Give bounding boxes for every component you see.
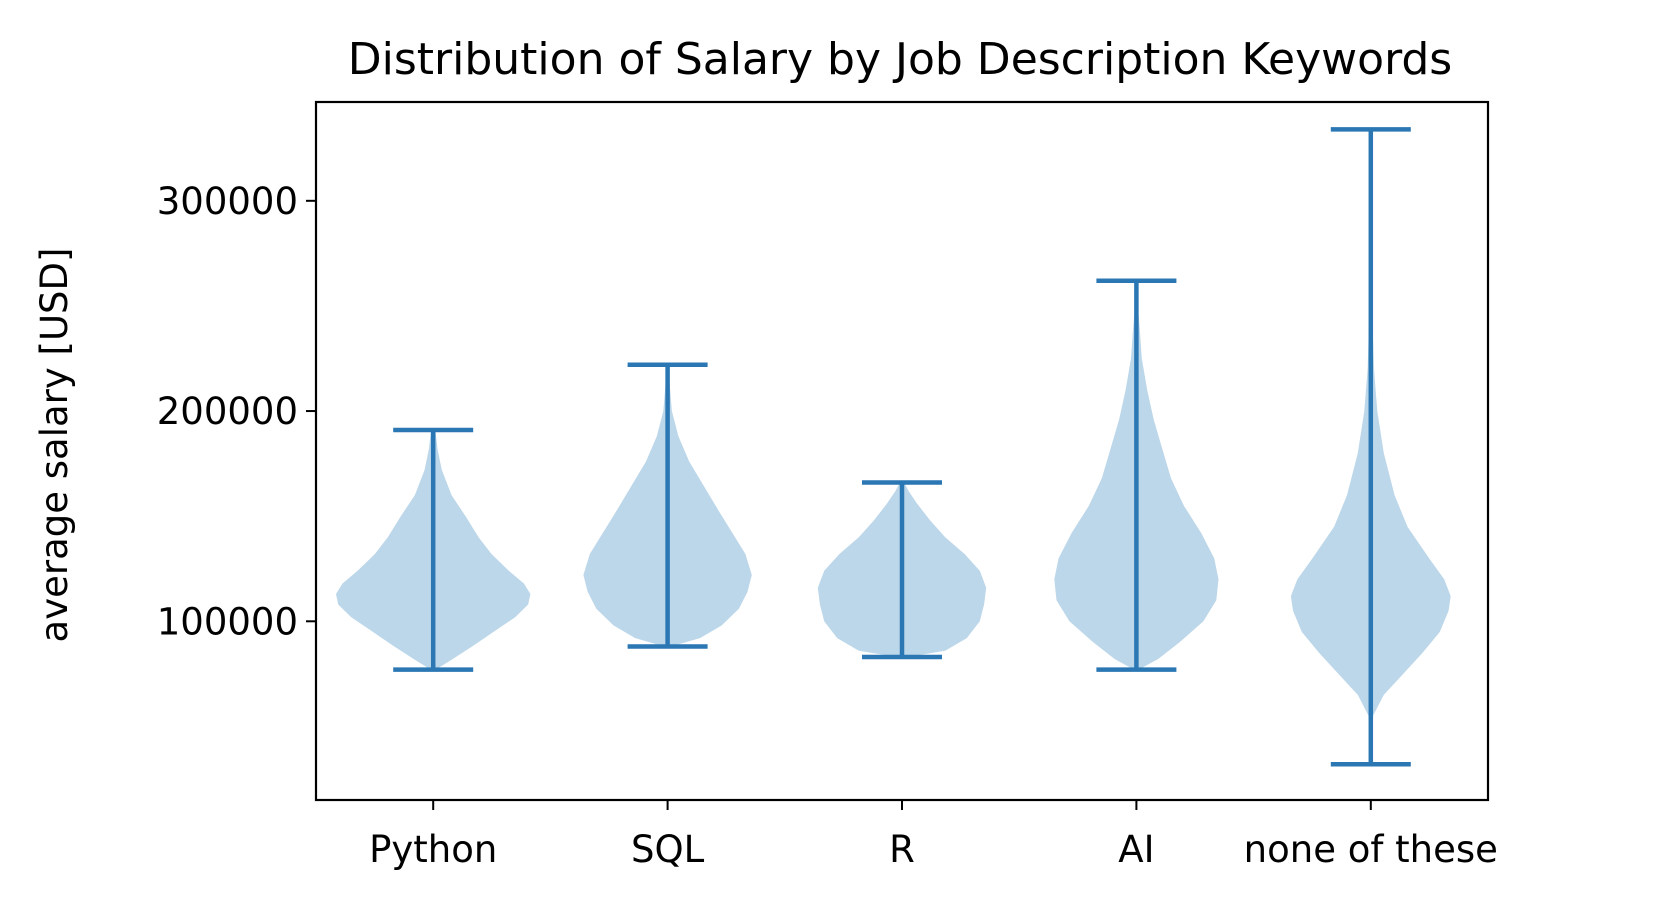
x-tick-label: AI (1118, 828, 1154, 871)
x-tick-label: Python (369, 828, 497, 871)
y-tick-label: 300000 (157, 180, 298, 223)
y-tick-label: 100000 (157, 600, 298, 643)
y-axis-label: average salary [USD] (33, 248, 76, 643)
y-tick-label: 200000 (157, 390, 298, 433)
plot-frame (314, 100, 1490, 802)
chart-title: Distribution of Salary by Job Descriptio… (348, 34, 1452, 85)
plot-layer: 100000 200000 300000 Python SQL R AI none of th… (157, 100, 1498, 871)
x-tick-label: SQL (631, 828, 705, 871)
x-tick-label: none of these (1244, 828, 1498, 871)
x-tick-label: R (889, 828, 915, 871)
